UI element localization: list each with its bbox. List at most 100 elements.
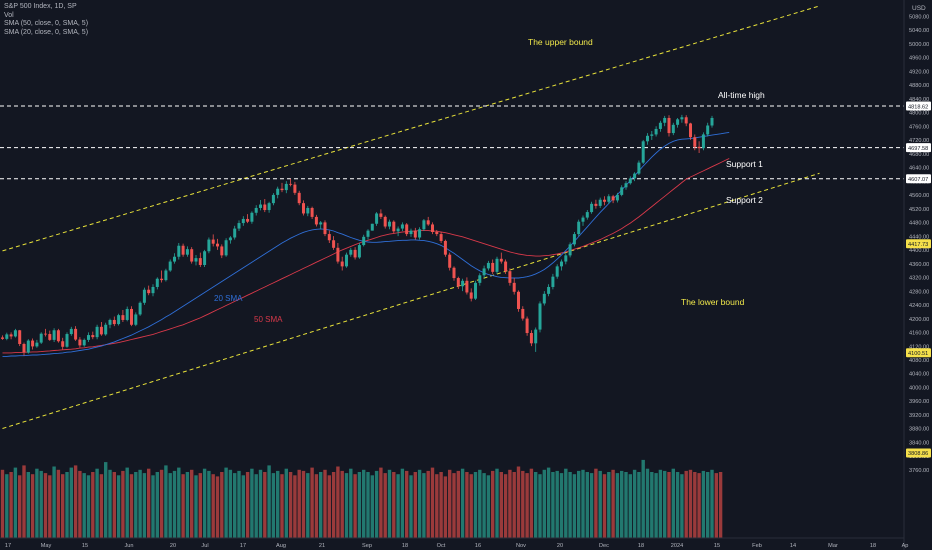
horizontal-levels <box>0 105 904 180</box>
candle <box>663 115 667 127</box>
volume-bar <box>568 472 572 538</box>
price-axis[interactable]: USD 3760.003800.003840.003880.003920.003… <box>903 0 929 550</box>
sma50-label: 50 SMA <box>254 315 283 324</box>
channel-line[interactable] <box>2 172 820 429</box>
legend-sma50[interactable]: SMA (50, close, 0, SMA, 5) <box>4 20 89 28</box>
time-axis[interactable]: 17 May 15 Jun 20 Jul 17 Aug 21 Sep 18 Oct 16 Nov 20 Dec… <box>0 537 908 549</box>
volume-bar <box>147 468 151 538</box>
legend-volume[interactable]: Vol <box>4 11 14 19</box>
volume-bar <box>654 473 658 538</box>
volume-bar <box>374 470 379 538</box>
volume-bar <box>508 469 512 538</box>
candle <box>504 259 508 274</box>
volume-bar <box>538 474 542 538</box>
candle <box>44 328 47 337</box>
x-tick-label: 20 <box>557 543 563 549</box>
candle <box>203 249 207 268</box>
candle <box>280 182 284 193</box>
candle <box>529 330 533 347</box>
volume-bar <box>241 475 245 538</box>
candle <box>581 215 585 226</box>
volume-bar <box>396 474 400 538</box>
candle <box>628 176 632 185</box>
y-tick-label: 4560.00 <box>909 193 929 199</box>
volume-bar <box>215 476 220 538</box>
candle <box>521 306 525 321</box>
candle <box>151 284 155 297</box>
candle <box>538 301 542 333</box>
currency-label: USD <box>912 5 926 12</box>
candle <box>211 234 215 247</box>
volume-bar <box>641 459 645 538</box>
candle <box>293 181 297 195</box>
volume-bar <box>233 473 237 538</box>
candle <box>104 322 108 336</box>
x-tick-label: 16 <box>475 543 481 549</box>
candle <box>542 291 546 306</box>
volume-bar <box>392 472 396 538</box>
candle <box>1 335 4 340</box>
volume-bar <box>125 467 129 538</box>
volume-bar <box>435 474 439 538</box>
volume-bar <box>594 468 598 538</box>
volume-bar <box>9 472 13 538</box>
y-tick-label: 4520.00 <box>909 207 929 213</box>
candle <box>155 277 159 290</box>
channel-line[interactable] <box>2 5 820 252</box>
volume-bar <box>473 472 478 538</box>
candle <box>302 200 305 216</box>
volume-bar <box>207 470 211 538</box>
volume-bar <box>714 473 718 538</box>
candle <box>680 114 684 123</box>
volume-bar <box>465 472 469 538</box>
volume-bar <box>82 473 86 538</box>
volume-bar <box>559 473 564 538</box>
legend-symbol[interactable]: S&P 500 Index, 1D, SP <box>4 3 77 10</box>
price-badge: 4697.58 <box>906 143 931 153</box>
candle <box>289 178 293 187</box>
svg-text:4417.73: 4417.73 <box>908 242 928 248</box>
volume-bar <box>387 469 392 538</box>
volume-bar <box>701 470 706 538</box>
candle <box>624 181 628 190</box>
volume-bar <box>357 472 362 538</box>
candle <box>267 201 271 213</box>
y-tick-label: 4120.00 <box>909 344 929 350</box>
candle <box>216 238 219 250</box>
volume-bar <box>555 470 559 538</box>
y-tick-label: 4680.00 <box>909 152 929 158</box>
volume-bar <box>697 473 701 538</box>
legend-sma20[interactable]: SMA (20, close, 0, SMA, 5) <box>4 28 89 36</box>
candle <box>271 193 275 206</box>
candle <box>633 172 637 182</box>
candle <box>198 252 202 268</box>
candle <box>185 246 189 257</box>
volume-bar <box>551 472 555 538</box>
volume-bar <box>254 474 258 538</box>
volume-bar <box>680 474 684 538</box>
volume-bar <box>112 472 116 538</box>
candle <box>91 331 95 340</box>
y-tick-label: 5080.00 <box>909 14 929 20</box>
candle <box>560 259 563 271</box>
volume-bar <box>362 469 366 538</box>
volume-bar <box>448 469 452 538</box>
volume-bar <box>667 472 671 538</box>
candle <box>689 122 692 140</box>
volume-bar <box>172 470 177 538</box>
candle <box>142 287 146 305</box>
volume-bar <box>86 475 91 538</box>
volume-bar <box>323 469 327 538</box>
candle <box>551 273 555 290</box>
candle <box>353 247 357 260</box>
y-tick-label: 3920.00 <box>909 413 929 419</box>
volume-bar <box>194 475 198 538</box>
y-tick-label: 4400.00 <box>909 248 929 254</box>
candle <box>637 160 641 175</box>
candle <box>332 236 336 250</box>
x-tick-label: Oct <box>437 543 446 549</box>
y-tick-label: 4840.00 <box>909 97 929 103</box>
candle <box>9 332 13 340</box>
candle <box>147 285 151 296</box>
